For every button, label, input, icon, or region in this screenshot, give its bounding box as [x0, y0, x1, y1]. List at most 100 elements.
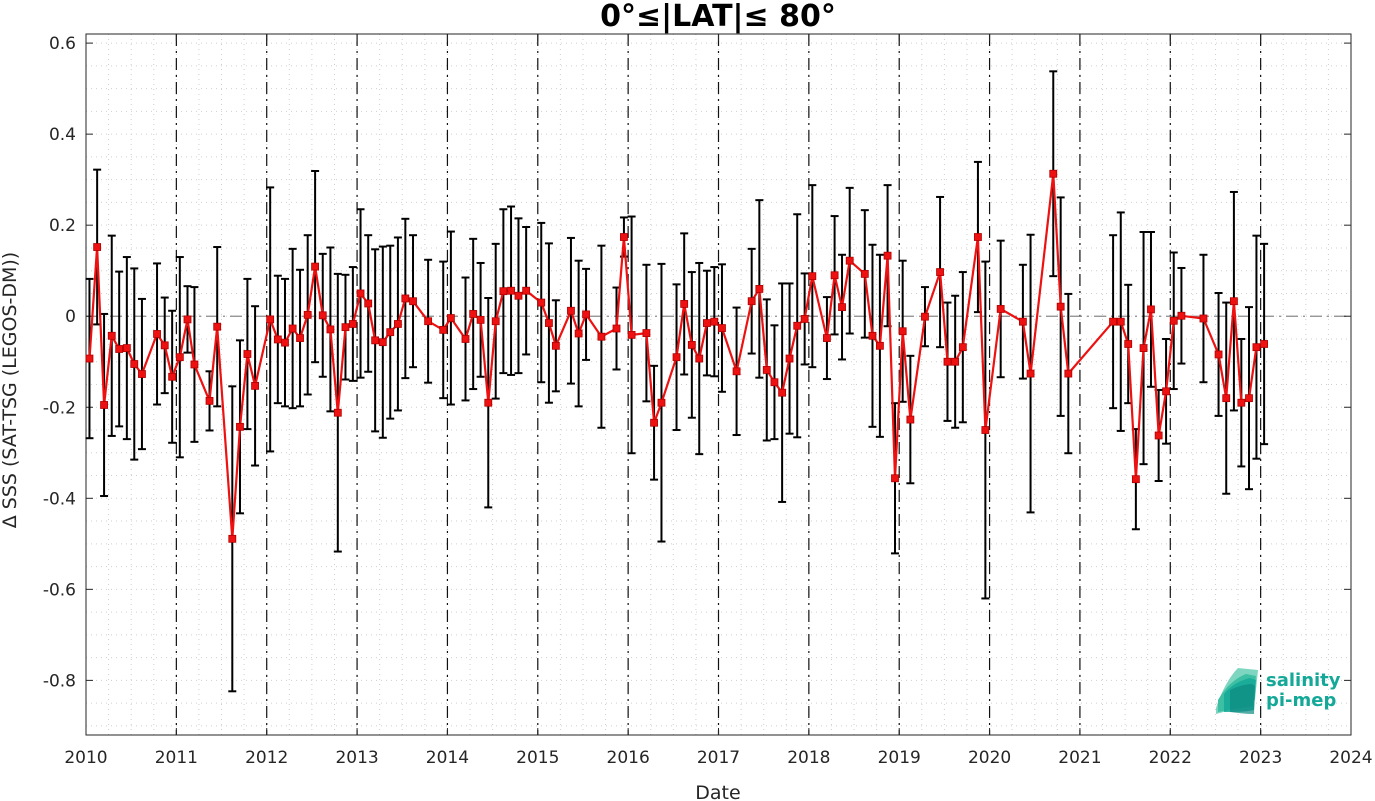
data-point	[838, 303, 846, 312]
y-tick-label: -0.4	[43, 489, 76, 509]
data-point	[303, 310, 312, 319]
data-point	[439, 325, 448, 334]
x-axis-title: Date	[695, 782, 740, 801]
data-point	[1162, 387, 1170, 396]
data-point	[394, 320, 402, 328]
data-point	[326, 325, 335, 334]
data-point	[461, 335, 470, 343]
axes: 2010 2011 2012 2013 2014 2015 2016 2017 2018 2019…	[43, 34, 1373, 768]
x-tick-label: 2014	[426, 748, 469, 768]
data-point	[378, 338, 387, 347]
data-point	[1109, 317, 1118, 326]
data-point	[597, 332, 606, 341]
data-point	[974, 233, 982, 241]
data-point	[1064, 369, 1073, 378]
data-point	[409, 297, 417, 306]
data-point	[574, 329, 583, 338]
data-point	[1169, 316, 1178, 325]
data-point	[1018, 317, 1027, 326]
data-point	[1147, 305, 1155, 314]
data-point	[311, 262, 320, 271]
data-point	[469, 310, 478, 318]
y-tick-label: -0.2	[43, 398, 76, 418]
data-point	[1026, 369, 1035, 378]
data-point	[213, 322, 222, 331]
data-point	[718, 324, 726, 332]
data-point	[85, 354, 94, 363]
x-tick-label: 2010	[64, 748, 107, 768]
data-point	[333, 408, 342, 417]
logo: salinity pi-mep	[1216, 668, 1341, 714]
data-point	[702, 319, 711, 327]
data-point	[793, 321, 802, 330]
data-point	[906, 415, 915, 424]
waves-icon	[1216, 668, 1258, 714]
data-point	[273, 335, 282, 344]
data-point	[1230, 297, 1238, 306]
x-tick-label: 2015	[516, 748, 559, 768]
data-point	[364, 299, 373, 308]
data-point	[891, 474, 899, 483]
data-point	[401, 294, 410, 303]
chart-title: 0°≤|LAT|≤ 80°	[600, 0, 836, 34]
y-axis-title: Δ SSS (SAT-TSG (LEGOS-DM))	[0, 252, 21, 528]
data-point	[936, 268, 944, 276]
data-point	[898, 327, 907, 336]
data-point	[348, 320, 357, 328]
data-point	[778, 388, 787, 397]
y-tick-label: 0	[65, 307, 76, 327]
data-point	[868, 331, 877, 340]
data-point	[1260, 340, 1269, 348]
series-line	[88, 172, 1265, 540]
data-point	[951, 357, 960, 366]
data-point	[657, 398, 666, 407]
data-point	[755, 285, 764, 293]
reference-lines	[86, 34, 1351, 735]
data-point	[830, 271, 839, 280]
data-point	[567, 306, 575, 315]
data-point	[860, 269, 869, 278]
x-tick-label: 2013	[335, 748, 378, 768]
data-point	[522, 286, 531, 295]
data-point	[1245, 394, 1253, 403]
data-point	[341, 323, 350, 332]
data-point	[1252, 343, 1261, 352]
data-point	[680, 300, 689, 308]
data-point	[642, 329, 651, 337]
data-point	[138, 370, 146, 378]
data-point	[545, 319, 553, 327]
data-point	[823, 334, 831, 342]
data-point	[747, 297, 756, 306]
data-point	[1056, 302, 1065, 311]
data-point	[770, 378, 779, 387]
data-point	[537, 298, 546, 307]
data-point	[762, 366, 771, 374]
data-point	[251, 381, 259, 390]
data-point	[386, 328, 395, 337]
data-point	[876, 341, 884, 350]
data-point	[883, 251, 892, 260]
data-point	[236, 422, 244, 431]
data-point	[514, 291, 523, 300]
data-point	[100, 401, 108, 409]
data-point	[627, 330, 636, 339]
data-point	[808, 272, 817, 281]
data-point	[122, 344, 131, 352]
y-tick-label: 0.4	[49, 125, 76, 145]
data-point	[160, 341, 169, 350]
error-bars	[85, 70, 1269, 693]
data-point	[228, 534, 237, 543]
data-point	[507, 286, 515, 295]
data-point	[785, 354, 794, 363]
data-point	[484, 398, 493, 407]
data-point	[153, 330, 161, 338]
data-point	[205, 396, 214, 405]
x-tick-label: 2012	[245, 748, 288, 768]
data-point	[1049, 169, 1058, 178]
logo-text-salinity: salinity	[1266, 670, 1341, 691]
data-point	[243, 350, 252, 358]
data-point	[356, 289, 365, 298]
data-point	[996, 305, 1005, 313]
data-point	[1222, 394, 1231, 403]
